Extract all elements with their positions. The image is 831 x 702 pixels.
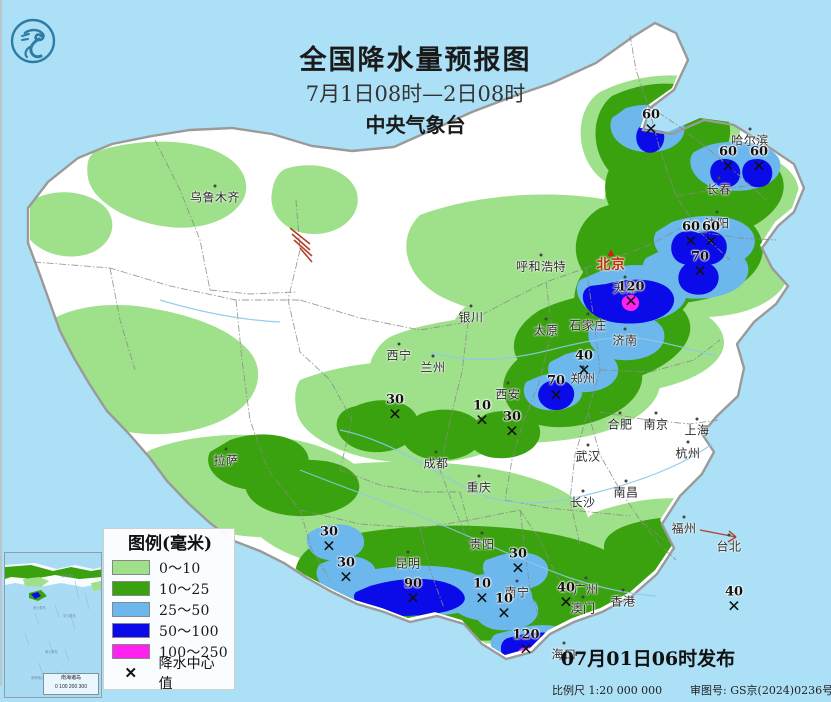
city-marker-dot <box>727 533 731 537</box>
taiwan-connector-line <box>699 529 737 543</box>
city-marker-dot <box>623 275 627 279</box>
map-approval-number-text: 审图号: GS京(2024)0236号 <box>690 684 831 697</box>
city-marker-dot <box>584 576 588 580</box>
legend-color-swatch <box>112 581 150 596</box>
legend-color-swatch <box>112 644 150 659</box>
legend-title: 图例(毫米) <box>127 534 213 554</box>
legend-range-label: 100～250 <box>159 644 228 661</box>
svg-text:南海诸岛: 南海诸岛 <box>61 573 74 578</box>
city-marker-dot <box>544 317 548 321</box>
map-hatch-symbol <box>289 227 313 263</box>
city-marker-dot <box>213 184 217 188</box>
svg-text:曾母暗沙: 曾母暗沙 <box>31 675 45 680</box>
legend-row: 0～10 <box>112 557 228 578</box>
city-marker-dot <box>480 531 484 535</box>
city-marker-dot <box>624 479 628 483</box>
legend-row: 100～250 <box>112 641 228 662</box>
city-marker-dot <box>581 595 585 599</box>
legend-center-label: 降水中心值 <box>158 655 215 692</box>
legend-row: 10～25 <box>112 578 228 599</box>
cma-dragon-logo-icon <box>8 16 58 66</box>
city-marker-dot <box>434 450 438 454</box>
legend-row: 25～50 <box>112 599 228 620</box>
legend-center-row: ✕ 降水中心值 <box>112 656 228 692</box>
city-marker-dot <box>715 210 719 214</box>
svg-text:西沙群岛: 西沙群岛 <box>33 605 46 610</box>
city-marker-dot <box>397 342 401 346</box>
city-marker-dot <box>469 304 473 308</box>
inset-scale-title: 南海诸岛 <box>60 675 81 681</box>
rivers-layer <box>159 299 717 597</box>
map-scale-text: 比例尺 1:20 000 000 <box>552 684 663 697</box>
city-marker-dot <box>607 249 615 257</box>
city-marker-dot <box>539 253 543 257</box>
city-marker-dot <box>621 588 625 592</box>
city-marker-dot <box>623 327 627 331</box>
city-marker-dot <box>581 489 585 493</box>
legend-color-swatch <box>112 623 150 638</box>
city-marker-dot <box>477 474 481 478</box>
inset-scale-ticks: 0 100 200 300 <box>55 684 87 690</box>
city-marker-dot <box>695 417 699 421</box>
legend-range-label: 10～25 <box>159 581 210 598</box>
city-marker-dot <box>406 550 410 554</box>
city-marker-dot <box>654 411 658 415</box>
south-china-sea-inset-map: 南海诸岛 西沙群岛 中沙群岛 南沙群岛 曾母暗沙 南海诸岛 0 100 200 … <box>4 552 102 698</box>
inset-scale-bar: 南海诸岛 0 100 200 300 <box>43 673 99 695</box>
precipitation-center-marker-icon: ✕ <box>124 664 138 682</box>
logo-divider-line <box>0 0 2 686</box>
city-marker-dot <box>506 381 510 385</box>
svg-text:中沙群岛: 中沙群岛 <box>63 613 76 618</box>
city-marker-dot <box>586 443 590 447</box>
city-marker-dot <box>562 641 566 645</box>
city-marker-dot <box>431 354 435 358</box>
legend-band-rows: 0～10 10～25 25～50 50～100 100～250 <box>112 557 228 662</box>
legend-range-label: 25～50 <box>159 602 210 619</box>
city-marker-dot <box>682 515 686 519</box>
city-marker-dot <box>586 312 590 316</box>
legend-range-label: 50～100 <box>159 623 219 640</box>
city-marker-dot <box>618 411 622 415</box>
city-marker-dot <box>515 579 519 583</box>
issue-time-text: 07月01日06时发布 <box>560 648 736 670</box>
svg-text:南沙群岛: 南沙群岛 <box>45 649 58 654</box>
city-marker-dot <box>717 176 721 180</box>
legend-range-label: 0～10 <box>159 560 201 577</box>
city-marker-dot <box>748 127 752 131</box>
city-marker-dot <box>686 440 690 444</box>
legend-color-swatch <box>112 602 150 617</box>
legend-color-swatch <box>112 560 150 575</box>
legend-row: 50～100 <box>112 620 228 641</box>
province-borders-layer <box>33 34 777 621</box>
city-marker-dot <box>581 365 585 369</box>
city-marker-dot <box>224 447 228 451</box>
legend-panel: 图例(毫米) 0～10 10～25 25～50 50～100 100～250 ✕ 降水中… <box>103 528 235 692</box>
